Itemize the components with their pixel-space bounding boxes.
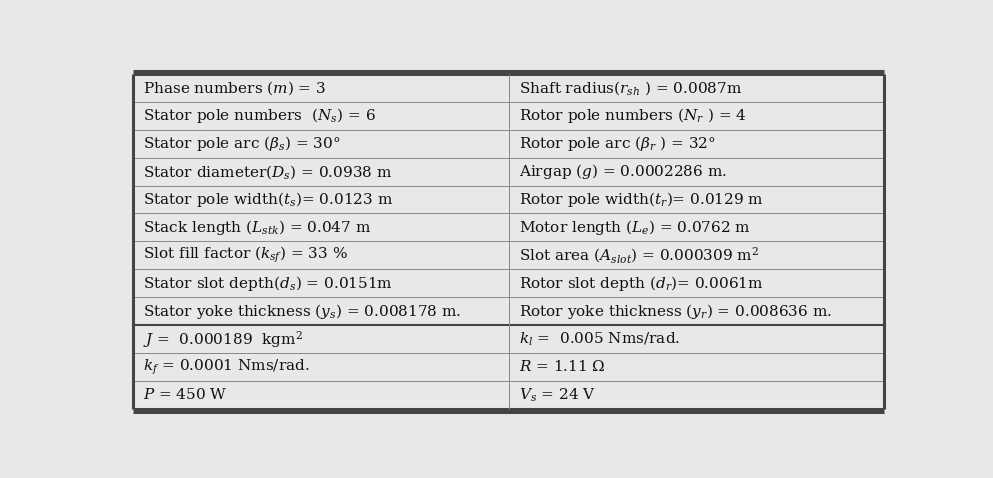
Text: $P$ = 450 W: $P$ = 450 W xyxy=(143,387,228,402)
Text: Rotor pole numbers ($N_r$ ) = 4: Rotor pole numbers ($N_r$ ) = 4 xyxy=(519,106,747,125)
Text: $R$ = 1.11 Ω: $R$ = 1.11 Ω xyxy=(519,359,606,374)
Text: Stator pole numbers  ($N_s$) = 6: Stator pole numbers ($N_s$) = 6 xyxy=(143,106,376,125)
Text: Stator pole arc ($\beta_s$) = 30°: Stator pole arc ($\beta_s$) = 30° xyxy=(143,134,341,153)
Text: Airgap ($g$) = 0.0002286 m.: Airgap ($g$) = 0.0002286 m. xyxy=(519,162,727,181)
Text: $k_f$ = 0.0001 Nms/rad.: $k_f$ = 0.0001 Nms/rad. xyxy=(143,358,310,377)
Text: Rotor yoke thickness ($y_r$) = 0.008636 m.: Rotor yoke thickness ($y_r$) = 0.008636 … xyxy=(519,302,832,321)
Text: Stack length ($L_{stk}$) = 0.047 m: Stack length ($L_{stk}$) = 0.047 m xyxy=(143,218,371,237)
Text: Motor length ($L_e$) = 0.0762 m: Motor length ($L_e$) = 0.0762 m xyxy=(519,218,751,237)
Text: Stator yoke thickness ($y_s$) = 0.008178 m.: Stator yoke thickness ($y_s$) = 0.008178… xyxy=(143,302,462,321)
Text: Stator diameter($D_s$) = 0.0938 m: Stator diameter($D_s$) = 0.0938 m xyxy=(143,163,392,181)
Text: Slot area ($A_{slot}$) = 0.000309 m$^2$: Slot area ($A_{slot}$) = 0.000309 m$^2$ xyxy=(519,246,759,265)
Text: Stator pole width($t_s$)= 0.0123 m: Stator pole width($t_s$)= 0.0123 m xyxy=(143,190,393,209)
Text: $V_s$ = 24 V: $V_s$ = 24 V xyxy=(519,386,596,403)
Text: Stator slot depth($d_s$) = 0.0151m: Stator slot depth($d_s$) = 0.0151m xyxy=(143,274,393,293)
Text: $k_l$ =  0.005 Nms/rad.: $k_l$ = 0.005 Nms/rad. xyxy=(519,330,680,348)
Text: Slot fill factor ($k_{sf}$) = 33 %: Slot fill factor ($k_{sf}$) = 33 % xyxy=(143,245,349,265)
Text: Shaft radius($r_{sh}$ ) = 0.0087m: Shaft radius($r_{sh}$ ) = 0.0087m xyxy=(519,79,742,97)
Text: Phase numbers ($m$) = 3: Phase numbers ($m$) = 3 xyxy=(143,79,327,97)
Text: Rotor pole arc ($\beta_r$ ) = 32°: Rotor pole arc ($\beta_r$ ) = 32° xyxy=(519,134,716,153)
Text: $J$ =  0.000189  kgm$^2$: $J$ = 0.000189 kgm$^2$ xyxy=(143,329,303,349)
Text: Rotor slot depth ($d_r$)= 0.0061m: Rotor slot depth ($d_r$)= 0.0061m xyxy=(519,274,764,293)
Text: Rotor pole width($t_r$)= 0.0129 m: Rotor pole width($t_r$)= 0.0129 m xyxy=(519,190,764,209)
